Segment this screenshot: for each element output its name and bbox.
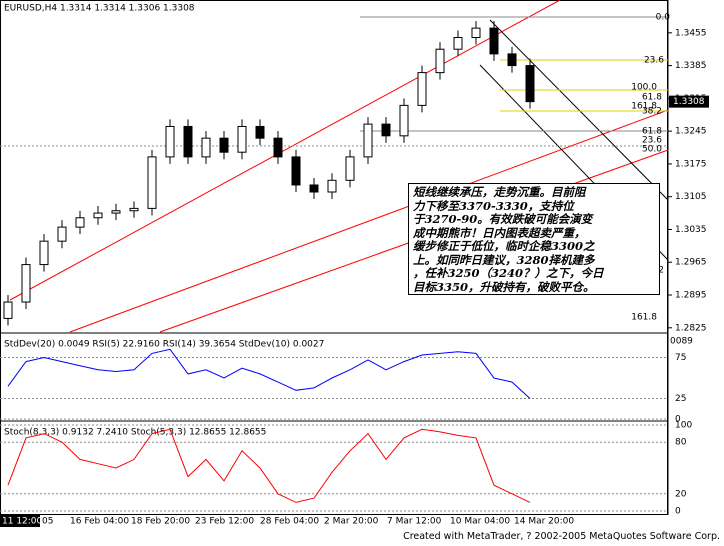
candle-body — [327, 179, 337, 193]
candle-body — [165, 125, 175, 158]
x-tick-label: 23 Feb 12:00 — [195, 517, 254, 527]
y-tick-label: 1.3035 — [675, 225, 707, 235]
y-tick-label: 1.2895 — [675, 291, 707, 301]
x-tick-label: 18 Feb 20:00 — [131, 517, 190, 527]
indicator-title: StdDev(20) 0.0049 RSI(5) 22.9160 RSI(14)… — [4, 340, 324, 350]
x-tick-label: 11 12:00 — [2, 517, 43, 527]
fib-label: 0.0 — [656, 13, 671, 23]
candle-body — [201, 137, 211, 158]
y-tick-label: 20 — [675, 489, 687, 499]
last-price-label: 1.3308 — [673, 97, 705, 107]
candle-body — [435, 48, 445, 74]
fib-label: 23.6 — [644, 56, 664, 66]
annotation: 短线继续承压，走势沉重。目前阻 力下移至3370-3330，支持位 于3270-90… — [408, 183, 660, 295]
candle-body — [471, 27, 481, 38]
candle-body — [3, 301, 13, 319]
annotation-line: 于3270-90。有效跌破可能会演变 — [413, 212, 593, 226]
candle-body — [183, 125, 193, 158]
fib-label: 23.6 — [642, 136, 662, 146]
y-tick-label: 1.3105 — [675, 192, 707, 202]
annotation-line: ，任补3250（3240？）之下，今日 — [413, 266, 604, 280]
candle-body — [489, 27, 499, 55]
annotation-line: 缓步修正于低位，临时企稳3300之 — [413, 239, 595, 253]
y-tick-label: 1.3455 — [675, 28, 707, 38]
fib-label: 50.0 — [642, 145, 662, 155]
x-tick-label: 7 Mar 12:00 — [387, 517, 442, 527]
indicator-line — [7, 428, 531, 503]
last-price-box — [669, 95, 709, 108]
candle-body — [525, 65, 535, 103]
y-tick-label: 1.3175 — [675, 159, 707, 169]
fib-label: 61.8 — [642, 127, 662, 137]
candle-body — [507, 53, 517, 67]
candle-body — [453, 36, 463, 50]
y-tick-label: 75 — [675, 353, 686, 363]
candle-body — [111, 210, 121, 214]
x-tick-label: 05 — [42, 517, 53, 527]
annotation-line: 成中期熊市！日内图表超卖严重， — [413, 225, 586, 240]
y-tick-label: 1.2965 — [675, 258, 707, 268]
fib-label: 100.0 — [631, 83, 657, 93]
candle-body — [93, 212, 103, 219]
y-tick-label: 1.3385 — [675, 61, 707, 71]
candle-body — [57, 226, 67, 242]
cursor-date-box — [0, 515, 40, 527]
y-tick-label: 1.3245 — [675, 127, 707, 137]
fib-label: 161.8 — [631, 102, 657, 112]
fib-label: 161.8 — [631, 313, 657, 323]
x-tick-label: 10 Mar 04:00 — [450, 517, 510, 527]
candle-body — [219, 137, 229, 153]
y-tick-label: 1.2825 — [675, 323, 707, 333]
symbol-header: EURUSD,H4 1.3314 1.3314 1.3306 1.3308 — [4, 4, 195, 14]
trend-line — [489, 19, 669, 201]
channel-line — [9, 0, 561, 301]
x-tick-label: 16 Feb 04:00 — [70, 517, 129, 527]
annotation-line: 上。如同昨日建议，3280择机建多 — [413, 252, 595, 267]
candle-body — [399, 104, 409, 137]
x-tick-label: 28 Feb 04:00 — [260, 517, 319, 527]
y-tick-label: 25 — [675, 394, 686, 404]
fib-label: 38.2 — [642, 107, 662, 117]
candle-body — [273, 137, 283, 158]
y-tick-label: 0089 — [670, 337, 693, 347]
candle-body — [39, 240, 49, 266]
annotation-line: 短线继续承压，走势沉重。目前阻 — [413, 185, 586, 199]
candle-body — [381, 123, 391, 137]
candle-body — [345, 156, 355, 181]
y-tick-label: 0 — [675, 507, 681, 517]
x-tick-label: 2 Mar 20:00 — [324, 517, 379, 527]
candle-body — [75, 217, 85, 228]
indicator-line — [7, 348, 531, 399]
annotation-line: 力下移至3370-3330，支持位 — [413, 198, 574, 213]
candle-body — [21, 264, 31, 303]
candle-body — [291, 156, 301, 186]
candle-body — [363, 123, 373, 158]
candle-body — [255, 125, 265, 139]
candle-body — [417, 72, 427, 106]
indicator-title: Stoch(8,3,3) 0.9132 7.2410 Stoch(5,3,3) … — [4, 428, 266, 438]
fib-label: 61.8 — [642, 93, 662, 103]
y-tick-label: 100 — [675, 421, 692, 431]
candle-body — [309, 184, 319, 193]
candle-body — [147, 156, 157, 209]
annotation-line: 目标3350，升破持有，破败平仓。 — [413, 279, 595, 294]
y-tick-label: 0 — [675, 415, 681, 425]
x-tick-label: 14 Mar 20:00 — [514, 517, 574, 527]
candle-body — [237, 125, 247, 153]
footer: Created with MetaTrader, ? 2002-2005 Met… — [403, 531, 720, 542]
channel-line — [69, 109, 669, 333]
candle-body — [129, 207, 139, 212]
y-tick-label: 80 — [675, 438, 687, 448]
